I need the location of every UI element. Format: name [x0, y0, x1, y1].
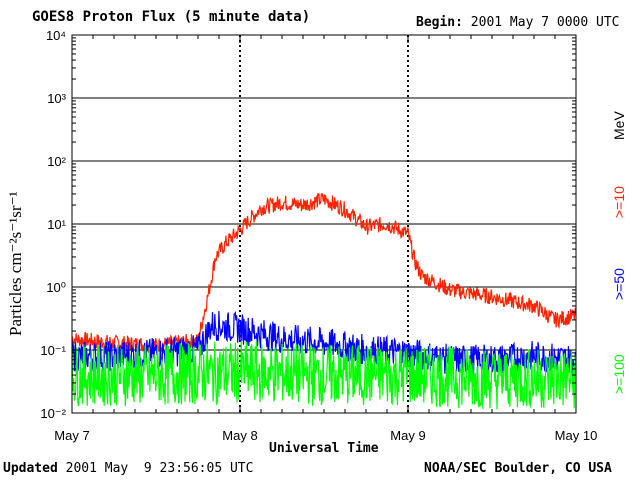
chart-title: GOES8 Proton Flux (5 minute data)	[32, 9, 311, 25]
x-axis-label: Universal Time	[269, 441, 379, 456]
y-tick-label: 10⁰	[46, 280, 66, 295]
legend-ge100: >=100	[611, 354, 627, 394]
footer-credit: NOAA/SEC Boulder, CO USA	[424, 461, 612, 476]
series-line-ge10	[71, 193, 576, 354]
updated-value: 2001 May 9 23:56:05 UTC	[65, 461, 254, 476]
y-tick-label: 10¹	[47, 217, 66, 232]
y-tick-label: 10⁻¹	[40, 343, 66, 358]
legend-unit-mev: MeV	[611, 111, 627, 140]
begin-info: Begin: 2001 May 7 0000 UTC	[416, 16, 620, 29]
x-tick-label: May 10	[555, 428, 598, 443]
y-tick-label: 10⁴	[46, 28, 66, 43]
updated-label: Updated	[3, 461, 58, 476]
y-tick-label: 10²	[47, 154, 66, 169]
y-tick-label: 10³	[47, 91, 66, 106]
series-line-ge50	[71, 310, 576, 376]
footer-updated: Updated 2001 May 9 23:56:05 UTC	[3, 462, 253, 475]
legend-ge10: >=10	[611, 186, 627, 218]
begin-label: Begin:	[416, 15, 463, 30]
y-axis-label: Particles cm⁻²s⁻¹sr⁻¹	[6, 191, 25, 336]
x-tick-label: May 9	[390, 428, 425, 443]
series-line-ge100	[71, 340, 576, 410]
y-tick-label: 10⁻²	[40, 406, 66, 421]
begin-value: 2001 May 7 0000 UTC	[470, 15, 620, 30]
legend-ge50: >=50	[611, 268, 627, 300]
x-tick-label: May 7	[54, 428, 89, 443]
x-tick-label: May 8	[222, 428, 257, 443]
